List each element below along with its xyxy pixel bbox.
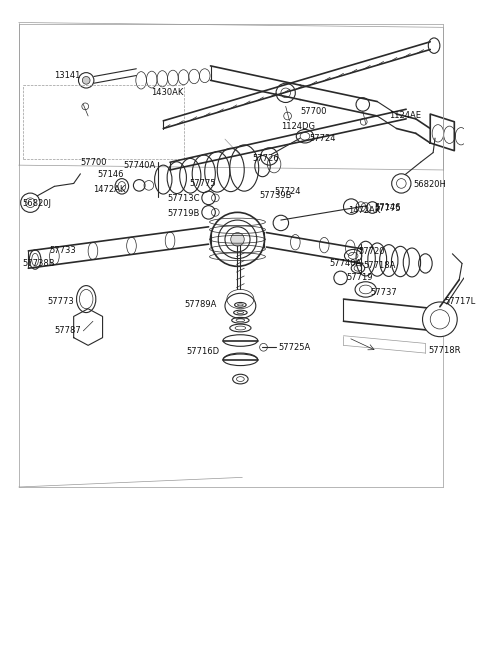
Circle shape — [392, 174, 411, 193]
Text: 1124DG: 1124DG — [281, 122, 315, 131]
Circle shape — [231, 233, 244, 246]
Text: 1472AK: 1472AK — [348, 206, 381, 215]
Text: 1124AE: 1124AE — [389, 112, 421, 121]
Text: 57724: 57724 — [310, 134, 336, 142]
Text: 57719B: 57719B — [167, 209, 200, 218]
Text: 57717L: 57717L — [444, 297, 476, 306]
Text: 1430AK: 1430AK — [151, 89, 183, 97]
Text: 57720: 57720 — [358, 247, 384, 256]
Text: 57718A: 57718A — [364, 261, 396, 270]
Text: 56820J: 56820J — [23, 199, 51, 208]
Text: 57773: 57773 — [48, 297, 74, 306]
Circle shape — [422, 302, 457, 337]
Text: 57718R: 57718R — [428, 346, 461, 355]
Text: 57775: 57775 — [374, 204, 401, 213]
Text: 57146: 57146 — [374, 203, 401, 212]
Text: 57726: 57726 — [252, 154, 278, 163]
Text: 57724: 57724 — [274, 187, 300, 195]
Circle shape — [21, 193, 40, 213]
Text: 56820H: 56820H — [414, 180, 447, 189]
Circle shape — [83, 77, 90, 84]
Text: 57738B: 57738B — [23, 259, 55, 268]
Text: 57725A: 57725A — [278, 343, 310, 352]
Text: 57789A: 57789A — [184, 300, 217, 310]
Text: 57737: 57737 — [371, 288, 397, 297]
Text: 57146: 57146 — [98, 171, 124, 179]
Text: 57713C: 57713C — [167, 194, 200, 203]
Text: 57716D: 57716D — [186, 346, 219, 356]
Text: 57740A: 57740A — [124, 161, 156, 170]
Text: 57740A: 57740A — [329, 259, 361, 268]
Text: 57700: 57700 — [300, 107, 326, 115]
Text: 13141: 13141 — [54, 71, 81, 80]
Text: 57739B: 57739B — [260, 192, 292, 201]
Text: 1472AK: 1472AK — [93, 185, 125, 194]
Text: 57775: 57775 — [189, 179, 216, 188]
Text: 57733: 57733 — [49, 247, 76, 255]
Circle shape — [79, 73, 94, 88]
Text: 57787: 57787 — [54, 327, 81, 335]
Text: 57700: 57700 — [81, 157, 107, 167]
Text: 57719: 57719 — [347, 274, 373, 282]
